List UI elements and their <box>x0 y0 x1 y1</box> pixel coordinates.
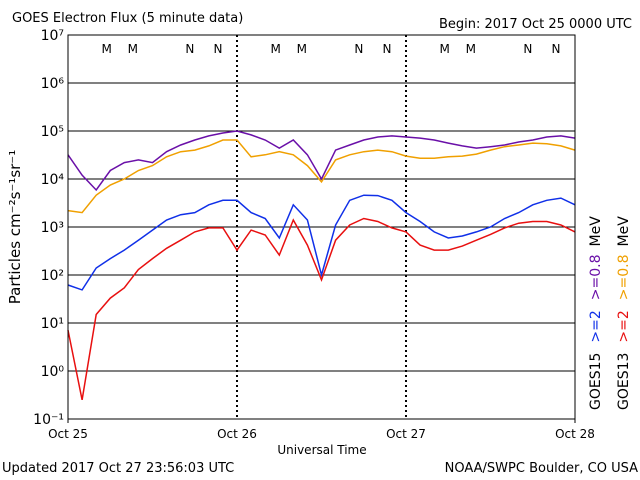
y-tick-label: 10⁻¹ <box>33 412 64 428</box>
legend-unit: MeV <box>588 216 604 247</box>
local-time-marker: M <box>440 42 450 56</box>
legend-group: GOES13 >=2 >=0.8 MeV <box>616 216 632 410</box>
footer-left: Updated 2017 Oct 27 23:56:03 UTC <box>2 461 234 476</box>
y-tick-label: 10⁰ <box>41 364 65 380</box>
local-time-marker: M <box>102 42 112 56</box>
y-tick-label: 10¹ <box>41 316 64 332</box>
local-time-marker: N <box>213 42 222 56</box>
series-line <box>67 139 576 214</box>
x-tick-label: Oct 28 <box>555 427 595 441</box>
local-time-marker: N <box>354 42 363 56</box>
y-tick-label: 10² <box>41 268 64 284</box>
series-line <box>67 194 576 291</box>
x-axis-label: Universal Time <box>277 443 366 457</box>
local-time-marker: N <box>382 42 391 56</box>
chart-subtitle: Begin: 2017 Oct 25 0000 UTC <box>439 17 632 32</box>
local-time-marker: M <box>466 42 476 56</box>
x-tick-label: Oct 26 <box>217 427 257 441</box>
local-time-marker: N <box>551 42 560 56</box>
local-time-marker: M <box>128 42 138 56</box>
local-time-marker: M <box>271 42 281 56</box>
local-time-marker: M <box>297 42 307 56</box>
legend-label: GOES13 <box>616 353 632 410</box>
legend-unit: MeV <box>616 216 632 247</box>
y-tick-label: 10⁵ <box>41 124 64 140</box>
legend-label: GOES15 <box>588 353 604 410</box>
local-time-marker: N <box>185 42 194 56</box>
series-line <box>67 130 576 192</box>
legend-entry: >=2 <box>616 310 632 342</box>
series-line <box>67 217 576 401</box>
y-tick-label: 10⁶ <box>41 76 65 92</box>
plot-frame <box>67 34 576 420</box>
y-axis-label: Particles cm⁻²s⁻¹sr⁻¹ <box>6 150 24 304</box>
footer-right: NOAA/SWPC Boulder, CO USA <box>445 461 638 476</box>
legend-entry: >=0.8 <box>588 254 604 300</box>
y-tick-label: 10³ <box>41 220 64 236</box>
y-tick-label: 10⁴ <box>41 172 65 188</box>
x-tick-label: Oct 25 <box>48 427 88 441</box>
legend-group: GOES15 >=2 >=0.8 MeV <box>588 216 604 410</box>
legend-entry: >=2 <box>588 310 604 342</box>
y-tick-label: 10⁷ <box>41 28 64 44</box>
x-tick-label: Oct 27 <box>386 427 426 441</box>
chart-title: GOES Electron Flux (5 minute data) <box>12 11 243 26</box>
local-time-marker: N <box>523 42 532 56</box>
legend-entry: >=0.8 <box>616 254 632 300</box>
